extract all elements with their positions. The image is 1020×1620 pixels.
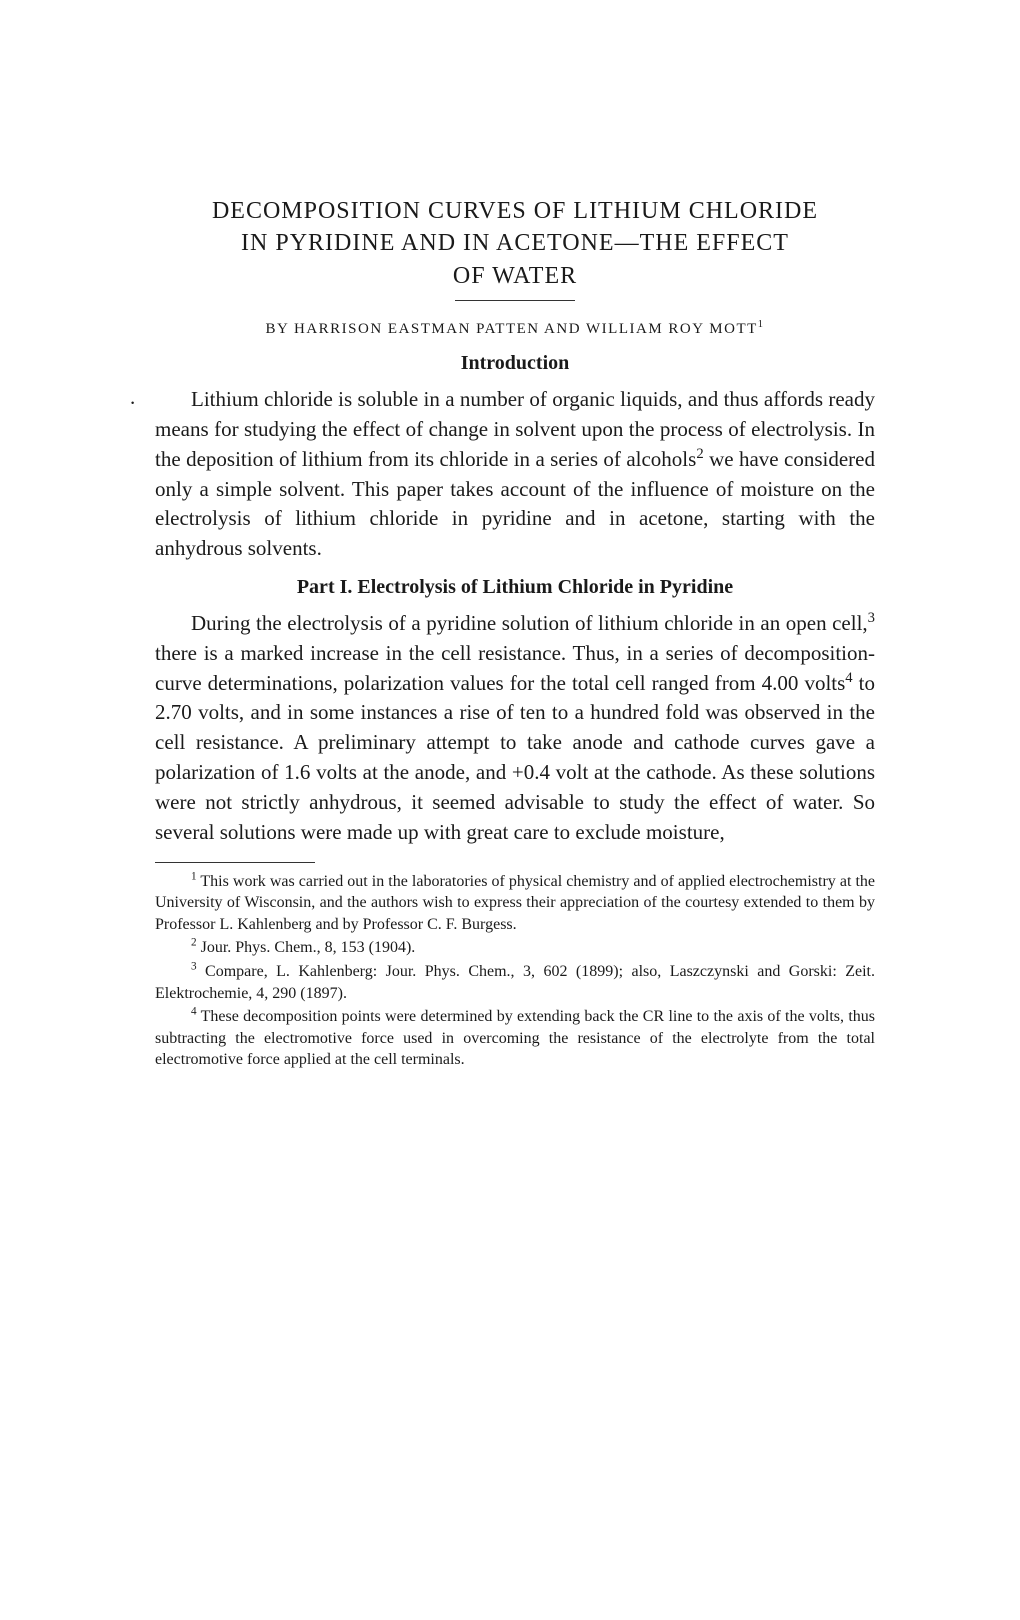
paragraph-2: During the electrolysis of a pyridine so… (155, 609, 875, 848)
byline-footnote-ref: 1 (758, 319, 765, 330)
title-rule (455, 300, 575, 301)
title-line-3: OF WATER (453, 263, 577, 289)
fn1-text: This work was carried out in the laborat… (155, 873, 875, 933)
para2-part-c: to 2.70 volts, and in some instances a r… (155, 671, 875, 844)
footnote-1: 1 This work was carried out in the labor… (155, 871, 875, 936)
part-heading-1: Part I. Electrolysis of Lithium Chloride… (155, 576, 875, 599)
byline-text: BY HARRISON EASTMAN PATTEN AND WILLIAM R… (265, 321, 757, 337)
byline: BY HARRISON EASTMAN PATTEN AND WILLIAM R… (155, 321, 875, 338)
title-line-2: IN PYRIDINE AND IN ACETONE—THE EFFECT (241, 230, 789, 256)
footnote-rule (155, 862, 315, 863)
title-line-1: DECOMPOSITION CURVES OF LITHIUM CHLORIDE (212, 198, 818, 224)
paragraph-1: Lithium chloride is soluble in a number … (155, 385, 875, 564)
page-content: DECOMPOSITION CURVES OF LITHIUM CHLORIDE… (0, 0, 1020, 1173)
para1-footnote-ref-2: 2 (696, 446, 703, 462)
footnote-2: 2 Jour. Phys. Chem., 8, 153 (1904). (155, 937, 875, 959)
para2-footnote-ref-3: 3 (868, 610, 875, 626)
fn2-text: Jour. Phys. Chem., 8, 153 (1904). (197, 939, 416, 956)
footnote-3: 3 Compare, L. Kahlenberg: Jour. Phys. Ch… (155, 961, 875, 1004)
margin-dot: . (130, 385, 135, 410)
para2-footnote-ref-4: 4 (845, 670, 852, 686)
section-heading-introduction: Introduction (155, 352, 875, 375)
fn3-text: Compare, L. Kahlenberg: Jour. Phys. Chem… (155, 963, 875, 1002)
para2-part-a: During the electrolysis of a pyridine so… (191, 611, 868, 635)
para2-part-b: there is a marked increase in the cell r… (155, 641, 875, 695)
footnote-4: 4 These decomposition points were determ… (155, 1006, 875, 1071)
fn4-text: These decomposition points were determin… (155, 1008, 875, 1068)
article-title: DECOMPOSITION CURVES OF LITHIUM CHLORIDE… (155, 195, 875, 292)
